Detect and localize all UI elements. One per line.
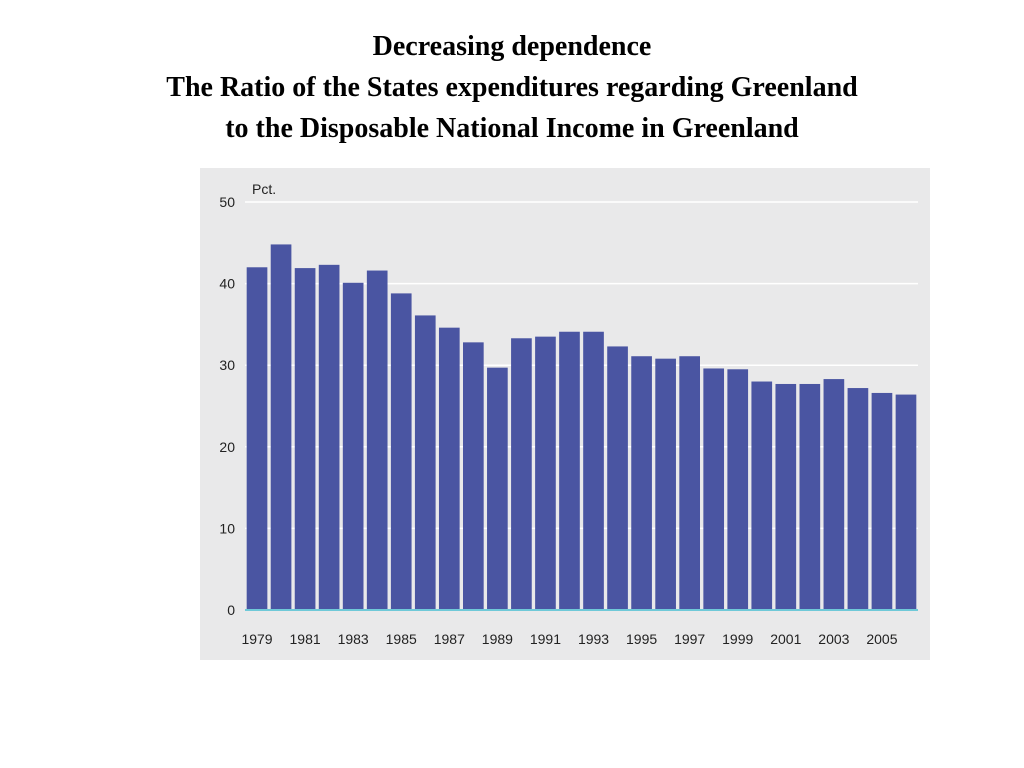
title-line-2: The Ratio of the States expenditures reg… xyxy=(166,72,858,103)
bar-1991 xyxy=(535,336,556,610)
x-tick-label: 1989 xyxy=(482,631,513,647)
bar-chart-svg: 0 10 20 30 40 50 1979 1981 1983 1985 1987 1989 1991 1… xyxy=(219,181,918,647)
x-tick-label: 1985 xyxy=(386,631,417,647)
x-tick-label: 2005 xyxy=(866,631,897,647)
x-tick-label: 2001 xyxy=(770,631,801,647)
y-tick-label: 0 xyxy=(227,602,235,618)
bar-1998 xyxy=(703,368,725,610)
bar-1981 xyxy=(294,268,316,610)
slide-title: Decreasing dependence The Ratio of the S… xyxy=(0,26,1024,149)
bar-2000 xyxy=(751,381,773,610)
y-tick-label: 50 xyxy=(219,194,235,210)
bar-2002 xyxy=(799,383,821,610)
bar-1986 xyxy=(414,315,436,610)
y-tick-label: 10 xyxy=(219,520,235,536)
y-tick-label: 20 xyxy=(219,439,235,455)
bar-2005 xyxy=(871,392,893,610)
x-tick-label: 1995 xyxy=(626,631,657,647)
axes: 0 10 20 30 40 50 1979 1981 1983 1985 1987 1989 1991 1… xyxy=(219,194,918,647)
y-tick-label: 30 xyxy=(219,357,235,373)
bar-1996 xyxy=(655,358,676,610)
bar-1979 xyxy=(246,267,268,610)
bar-1987 xyxy=(438,327,460,610)
x-tick-label: 1987 xyxy=(434,631,465,647)
x-tick-label: 1979 xyxy=(241,631,272,647)
bar-2004 xyxy=(847,388,869,610)
x-tick-label: 1991 xyxy=(530,631,561,647)
x-tick-label: 1999 xyxy=(722,631,753,647)
x-tick-label: 1981 xyxy=(290,631,321,647)
bar-1985 xyxy=(390,293,412,610)
bar-1989 xyxy=(487,367,508,610)
x-tick-label: 1983 xyxy=(338,631,369,647)
bar-2003 xyxy=(823,379,845,610)
bar-1993 xyxy=(583,331,604,610)
x-tick-label: 1993 xyxy=(578,631,609,647)
x-tick-label: 2003 xyxy=(818,631,849,647)
bar-1988 xyxy=(463,342,484,610)
bar-1999 xyxy=(727,369,749,610)
bar-1980 xyxy=(270,244,292,610)
y-tick-label: 40 xyxy=(219,276,235,292)
bar-1997 xyxy=(679,356,700,610)
y-unit-label: Pct. xyxy=(252,181,276,197)
bar-1982 xyxy=(318,264,340,610)
title-line-3: to the Disposable National Income in Gre… xyxy=(225,113,799,144)
bar-1994 xyxy=(607,346,628,610)
bars xyxy=(246,244,917,610)
title-line-1: Decreasing dependence xyxy=(372,31,652,62)
bar-2001 xyxy=(775,383,797,610)
bar-1992 xyxy=(559,331,580,610)
bar-1990 xyxy=(511,338,532,610)
bar-chart: 0 10 20 30 40 50 1979 1981 1983 1985 1987 1989 1991 1… xyxy=(200,168,930,660)
x-tick-label: 1997 xyxy=(674,631,705,647)
bar-1995 xyxy=(631,356,652,610)
bar-2006 xyxy=(895,394,917,610)
bar-1983 xyxy=(342,282,364,610)
bar-1984 xyxy=(366,270,388,610)
